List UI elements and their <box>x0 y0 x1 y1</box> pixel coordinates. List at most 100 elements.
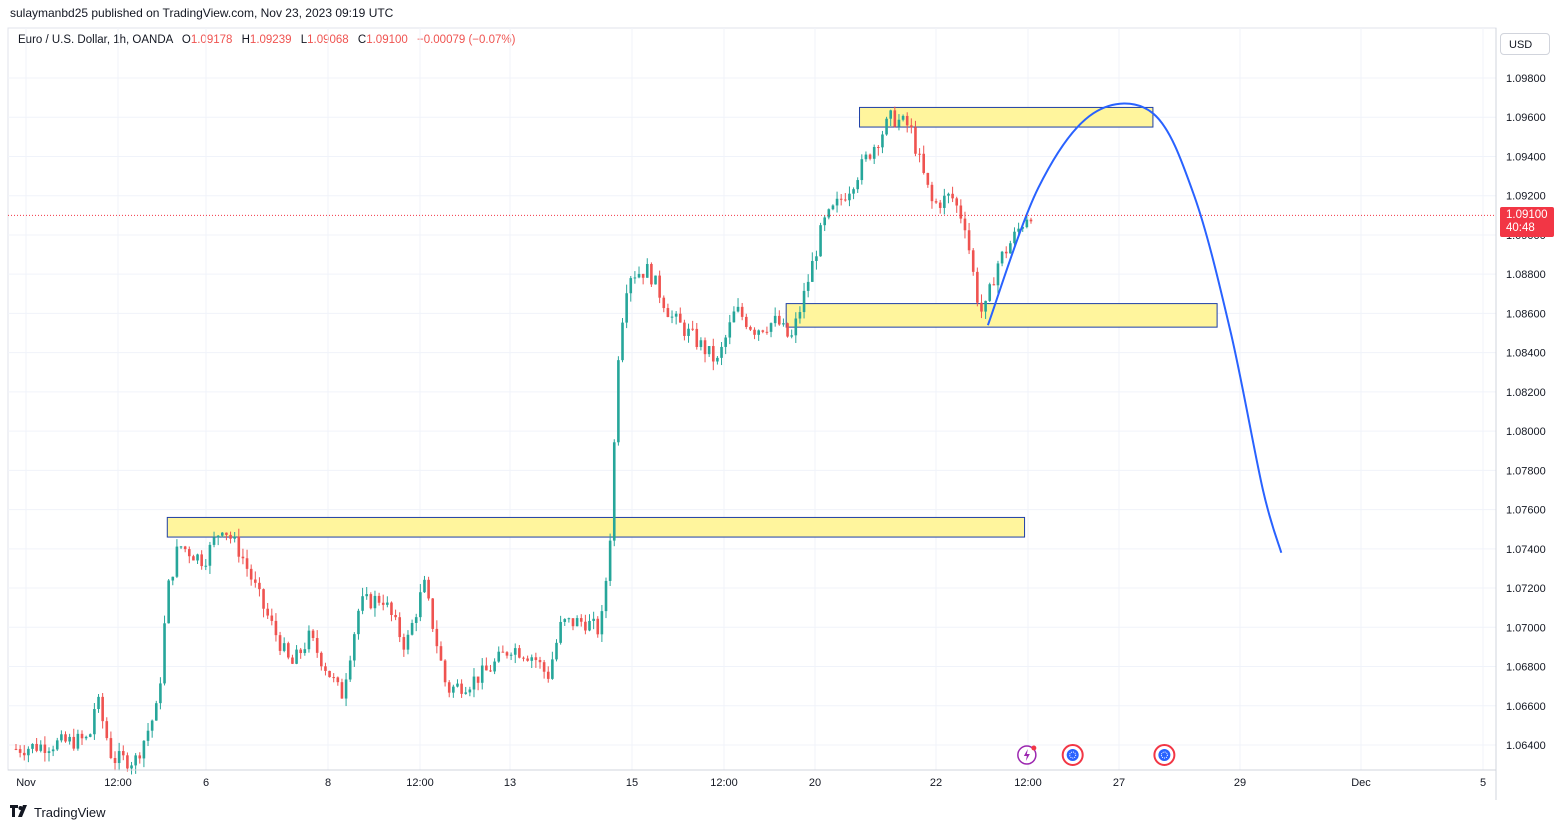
lightning-event-icon <box>1017 745 1037 765</box>
candle-body <box>522 657 525 659</box>
last-price-label: 1.09100 40:48 <box>1500 207 1554 238</box>
symbol-name[interactable]: Euro / U.S. Dollar, 1h, OANDA <box>18 34 173 46</box>
tradingview-brand[interactable]: TradingView <box>10 805 106 820</box>
candle-body <box>930 184 934 202</box>
candle-body <box>204 565 208 567</box>
candle-body <box>918 153 921 155</box>
candle-body <box>332 677 335 679</box>
y-tick-label: 1.07200 <box>1506 583 1546 595</box>
candle-body <box>716 357 719 362</box>
candle-body <box>584 621 587 631</box>
candle-body <box>881 134 884 148</box>
candle-body <box>856 180 859 190</box>
candle-body <box>225 532 228 535</box>
candle-body <box>299 649 302 654</box>
candle-body <box>914 127 917 154</box>
close-value: 1.09100 <box>366 34 408 46</box>
candle-body <box>575 618 579 627</box>
candle-body <box>670 316 674 318</box>
candle-body <box>365 594 369 597</box>
candle-body <box>922 153 926 173</box>
candle-body <box>608 540 612 581</box>
projection-curve <box>986 102 1283 554</box>
x-tick-label: 12:00 <box>104 777 132 789</box>
candle-body <box>513 648 517 655</box>
candle-body <box>344 679 348 699</box>
candle-body <box>827 209 831 218</box>
candle-body <box>406 634 410 650</box>
candle-body <box>381 602 385 605</box>
candle-body <box>443 660 447 683</box>
x-tick-label: 8 <box>325 777 331 789</box>
candle-body <box>625 293 628 323</box>
candle-body <box>39 744 43 751</box>
zones-layer <box>166 106 1218 538</box>
candle-body <box>18 749 22 753</box>
candle-body <box>175 546 179 577</box>
y-tick-label: 1.08800 <box>1506 269 1546 281</box>
candle-body <box>154 703 158 721</box>
candle-body <box>270 615 274 621</box>
candle-body <box>852 189 855 194</box>
candle-body <box>868 154 872 159</box>
x-tick-label: 22 <box>930 777 942 789</box>
x-tick-label: 29 <box>1234 777 1246 789</box>
candle-body <box>167 580 170 624</box>
candle-body <box>761 330 765 332</box>
candle-body <box>357 610 360 635</box>
candle-body <box>216 535 220 538</box>
candle-body <box>806 281 810 291</box>
y-tick-label: 1.09600 <box>1506 112 1546 124</box>
x-tick-label: Dec <box>1351 777 1371 789</box>
candle-body <box>336 677 340 683</box>
candle-body <box>860 159 864 181</box>
y-tick-label: 1.08400 <box>1506 348 1546 360</box>
candle-body <box>348 660 352 680</box>
projection-layer <box>986 102 1283 554</box>
candle-body <box>14 748 18 750</box>
y-tick-label: 1.07000 <box>1506 622 1546 634</box>
candle-body <box>819 225 822 257</box>
x-tick-label: 6 <box>203 777 209 789</box>
candle-body <box>658 275 661 298</box>
candle-body <box>31 743 34 749</box>
candle-body <box>641 273 645 278</box>
candle-body <box>64 734 67 742</box>
candle-body <box>320 652 323 667</box>
candle-body <box>588 620 591 631</box>
candle-body <box>563 619 567 622</box>
currency-button[interactable]: USD <box>1500 33 1550 55</box>
candle-body <box>633 277 637 279</box>
candle-body <box>414 617 418 623</box>
economic-event-icon <box>1061 744 1084 766</box>
support-resistance-zone <box>785 303 1218 328</box>
y-tick-label: 1.09200 <box>1506 191 1546 203</box>
last-price-countdown: 40:48 <box>1506 222 1535 235</box>
candle-body <box>811 260 814 282</box>
y-tick-label: 1.08600 <box>1506 308 1546 320</box>
candle-body <box>567 618 571 620</box>
candle-body <box>555 642 558 660</box>
candle-body <box>328 670 331 678</box>
candle-body <box>291 657 294 664</box>
x-tick-label: 12:00 <box>406 777 434 789</box>
candle-body <box>150 720 154 731</box>
candle-body <box>753 329 756 335</box>
candle-body <box>963 218 967 231</box>
candle-body <box>390 602 393 615</box>
candle-body <box>460 683 463 694</box>
candle-body <box>678 313 682 323</box>
candle-body <box>324 666 327 671</box>
candle-body <box>872 146 876 159</box>
candles-layer <box>14 106 1033 775</box>
candle-body <box>233 536 236 539</box>
candle-body <box>889 110 892 119</box>
candle-body <box>720 346 723 358</box>
candle-body <box>138 755 142 759</box>
candle-body <box>435 628 439 647</box>
candle-body <box>76 733 80 749</box>
candle-body <box>394 614 397 618</box>
candle-body <box>35 743 38 751</box>
candle-body <box>262 589 265 609</box>
